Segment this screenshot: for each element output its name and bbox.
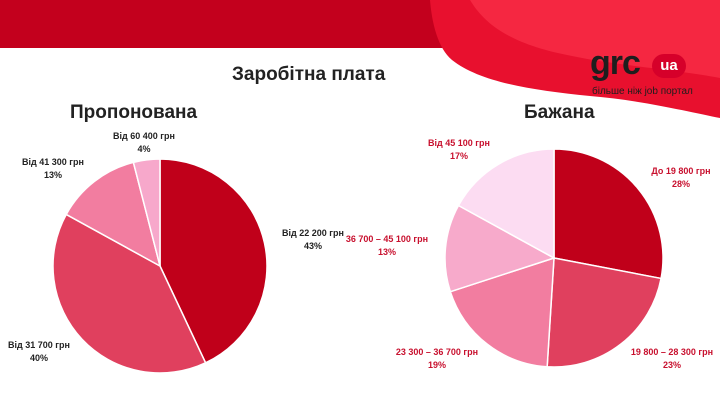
slice-label: 36 700 – 45 100 грн 13%: [340, 233, 434, 259]
slice-label: Від 41 300 грн 13%: [14, 156, 92, 182]
logo-text: grc: [590, 44, 641, 82]
slice-label-name: До 19 800 грн: [651, 166, 711, 176]
slice-label: До 19 800 грн 28%: [644, 165, 718, 191]
slice-label: 19 800 – 28 300 грн 23%: [626, 346, 718, 372]
slice-label-name: Від 45 100 грн: [428, 138, 490, 148]
pie-slice: [52, 213, 207, 374]
slice-label-pct: 43%: [303, 241, 322, 251]
slice-label: Від 45 100 грн 17%: [421, 137, 497, 163]
chart-title-offered: Пропонована: [70, 102, 198, 123]
slice-label-name: Від 31 700 грн: [8, 340, 70, 350]
slice-label-pct: 17%: [449, 151, 468, 161]
slice-label-name: Від 41 300 грн: [22, 157, 84, 167]
page-title: Заробітна плата: [232, 64, 386, 85]
slice-label-name: 23 300 – 36 700 грн: [395, 347, 479, 357]
slice-label-pct: 28%: [671, 179, 690, 189]
logo-tagline: більше ніж job портал: [592, 86, 693, 97]
chart-title-desired: Бажана: [524, 102, 595, 123]
slice-label-name: Від 60 400 грн: [113, 131, 175, 141]
slice-label-pct: 23%: [662, 360, 681, 370]
slice-label: Від 22 200 грн 43%: [276, 227, 350, 253]
grc-logo: grc ua більше ніж job портал: [590, 44, 702, 104]
slice-label: Від 60 400 грн 4%: [106, 130, 182, 156]
pie-slice: [132, 158, 161, 267]
slice-label: 23 300 – 36 700 грн 19%: [392, 346, 482, 372]
pie-slice: [444, 204, 556, 293]
slice-label-pct: 4%: [137, 144, 151, 154]
slice-label-name: 19 800 – 28 300 грн: [630, 347, 714, 357]
slice-label-name: 36 700 – 45 100 грн: [345, 234, 429, 244]
slice-label: Від 31 700 грн 40%: [2, 339, 76, 365]
logo-badge: ua: [652, 54, 686, 78]
slice-label-pct: 19%: [427, 360, 446, 370]
pie-slice: [159, 158, 268, 364]
slice-label-pct: 13%: [377, 247, 396, 257]
slice-label-name: Від 22 200 грн: [282, 228, 344, 238]
pie-slice: [457, 148, 555, 260]
slice-label-pct: 40%: [29, 353, 48, 363]
pie-slice: [65, 161, 162, 268]
pie-slice: [546, 257, 662, 368]
pie-slice: [553, 148, 664, 280]
slice-label-pct: 13%: [43, 170, 62, 180]
pie-slice: [449, 256, 555, 368]
